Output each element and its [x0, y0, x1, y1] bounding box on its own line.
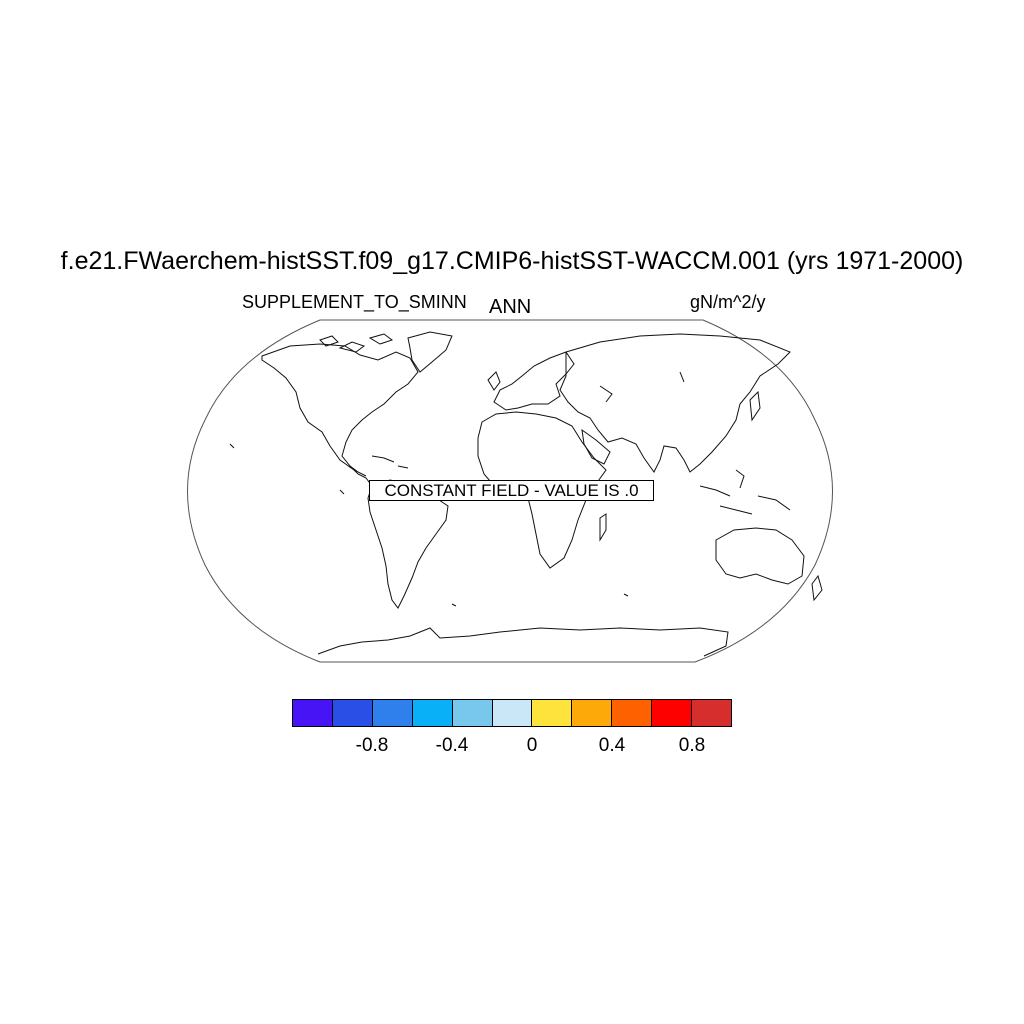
- colorbar-box: [692, 700, 731, 726]
- colorbar-box: [332, 700, 373, 726]
- colorbar-box: [612, 700, 653, 726]
- units-label: gN/m^2/y: [690, 292, 766, 312]
- colorbar-tick-label: 0.4: [598, 735, 626, 756]
- colorbar-box: [492, 700, 533, 726]
- colorbar-box: [572, 700, 613, 726]
- coastline-madagascar: [599, 513, 607, 542]
- coastline-arctic-islands: [319, 333, 394, 353]
- coastlines: [229, 331, 823, 657]
- coastline-greenland: [407, 331, 453, 373]
- variable-label: SUPPLEMENT_TO_SMINN: [242, 292, 467, 312]
- colorbar-tick-label: -0.8: [355, 735, 389, 756]
- colorbar-box: [293, 700, 333, 726]
- coastline-new-zealand: [811, 574, 823, 602]
- colorbar-tick-label: 0.8: [678, 735, 706, 756]
- coastline-japan: [749, 390, 761, 422]
- coastline-arabia: [581, 428, 611, 465]
- constant-field-message: CONSTANT FIELD - VALUE IS .0: [369, 480, 654, 501]
- colorbar-box: [372, 700, 413, 726]
- coastline-asia: [559, 333, 791, 473]
- colorbar: [292, 699, 732, 727]
- colorbar-box: [652, 700, 693, 726]
- colorbar-tick-label: 0: [526, 735, 538, 756]
- plot-title: f.e21.FWaerchem-histSST.f09_g17.CMIP6-hi…: [60, 247, 964, 275]
- coastline-australia: [715, 527, 805, 585]
- colorbar-tick-label: -0.4: [435, 735, 469, 756]
- colorbar-box: [412, 700, 453, 726]
- coastline-europe: [493, 351, 575, 411]
- colorbar-box: [452, 700, 493, 726]
- coastline-british-isles: [487, 371, 501, 391]
- coastline-se-asia-islands: [699, 469, 791, 515]
- coastline-small-islands: [229, 371, 685, 607]
- season-label: ANN: [489, 296, 532, 318]
- colorbar-box: [532, 700, 573, 726]
- coastline-antarctica: [317, 627, 729, 657]
- coastline-north-america: [261, 343, 419, 477]
